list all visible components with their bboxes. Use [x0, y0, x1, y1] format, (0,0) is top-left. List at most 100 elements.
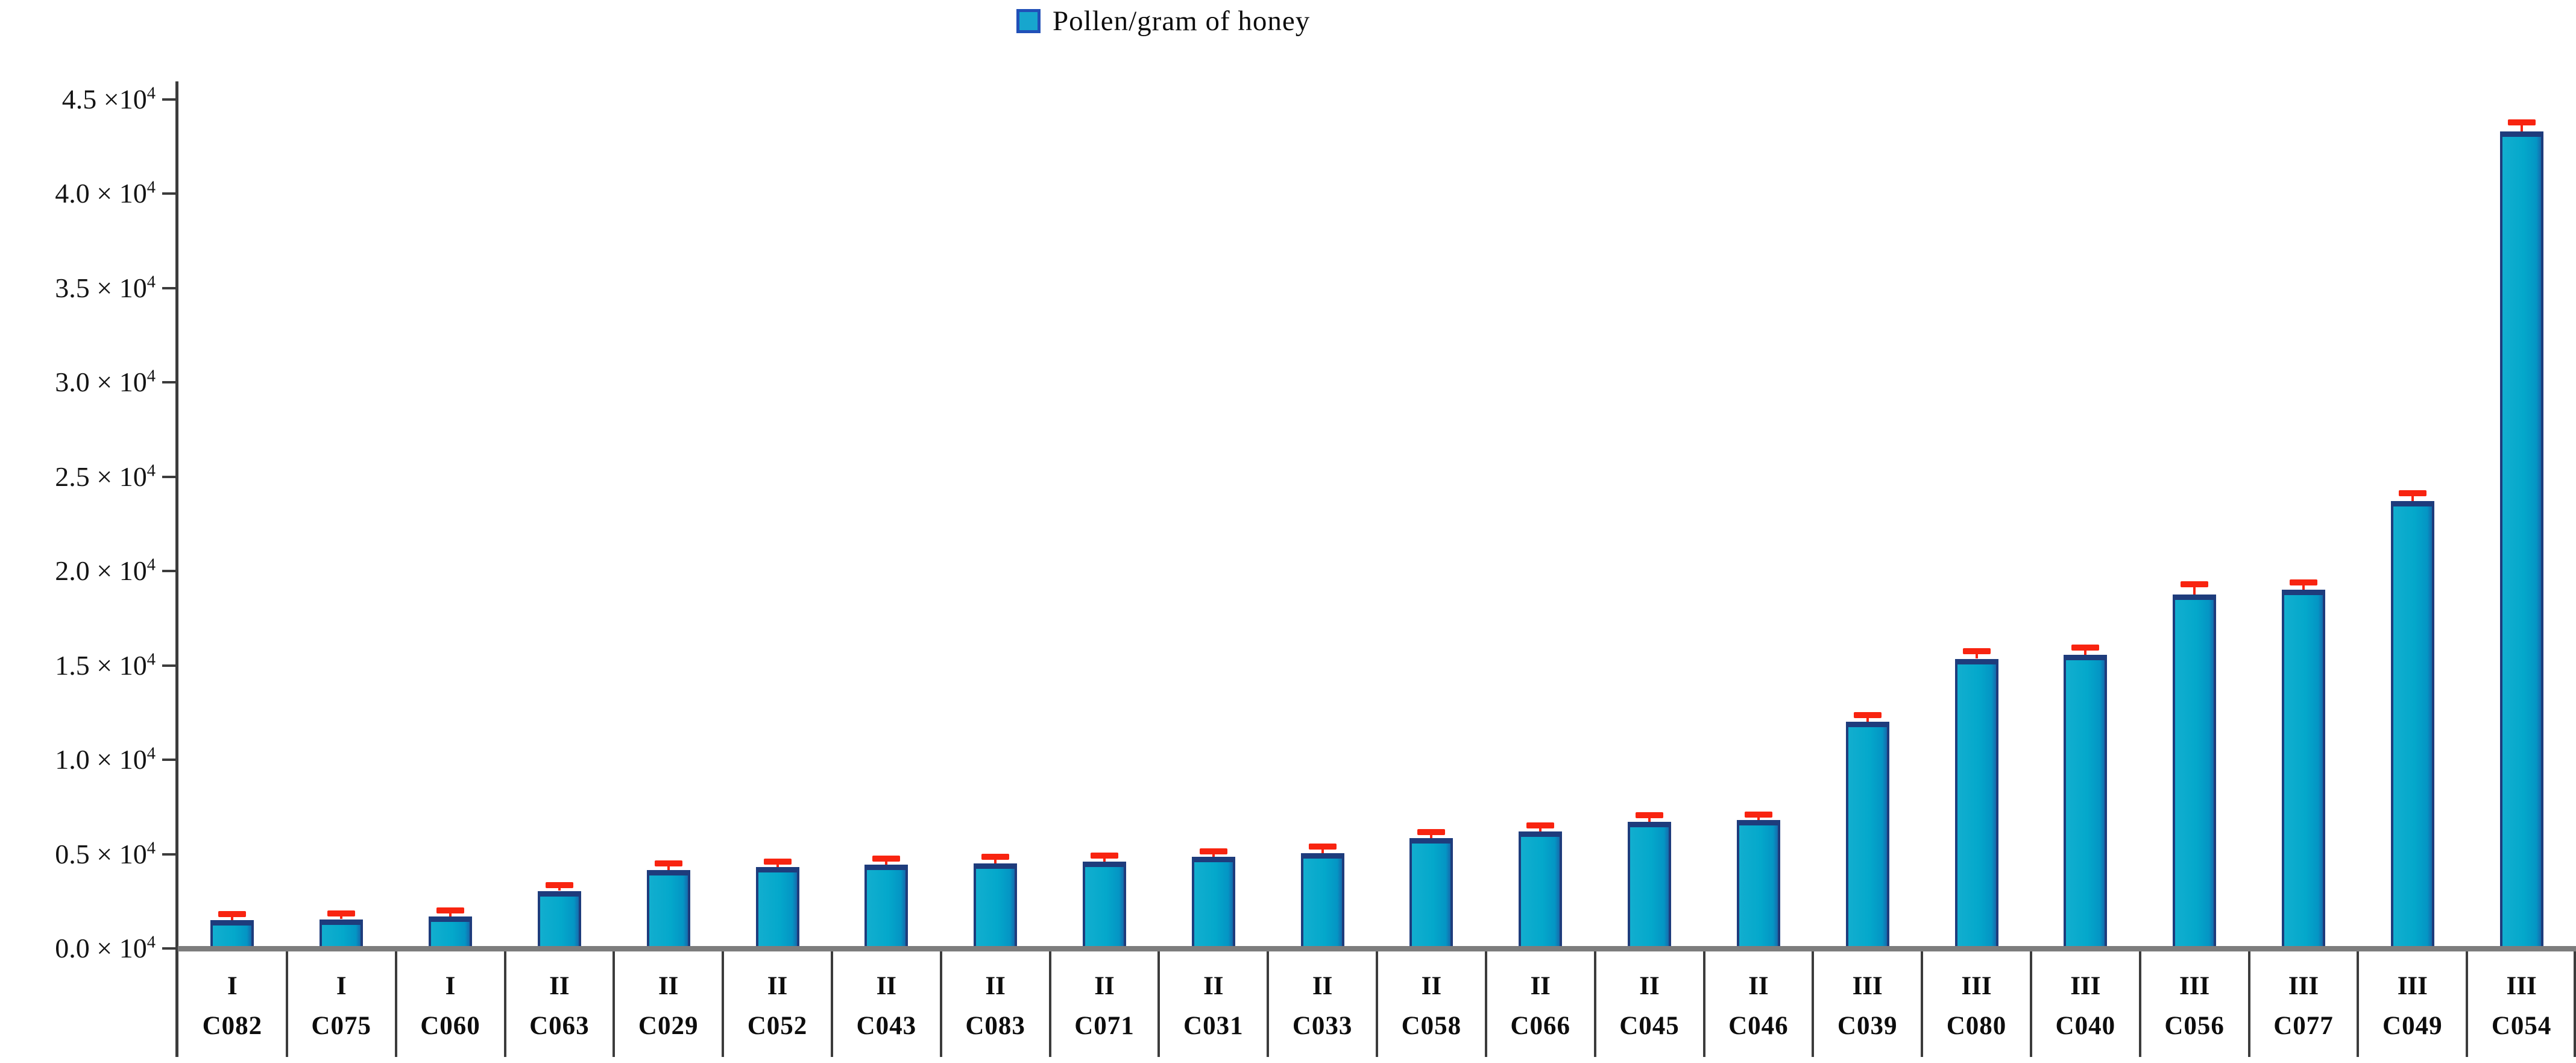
category-label-C052: C052 [747, 1012, 808, 1040]
bar-C046 [1736, 820, 1780, 948]
category-label-C060: C060 [420, 1012, 480, 1040]
category-label-C033: C033 [1292, 1012, 1353, 1040]
column-separator [503, 951, 506, 1057]
group-label-C060: I [445, 972, 456, 1000]
error-whisker [1648, 818, 1651, 822]
error-cap [872, 856, 901, 862]
chart-legend: Pollen/gram of honey [1016, 6, 1310, 36]
error-cap [2507, 119, 2536, 126]
y-tick-label: 2.5 × 104 [55, 461, 156, 492]
error-cap [654, 860, 682, 866]
group-label-C080: III [1961, 972, 1992, 1000]
group-label-C033: II [1312, 972, 1333, 1000]
y-axis-line [175, 81, 178, 1057]
group-label-C071: II [1094, 972, 1115, 1000]
error-whisker [558, 888, 561, 891]
group-label-C077: III [2288, 972, 2319, 1000]
error-whisker [776, 864, 779, 868]
error-whisker [340, 916, 343, 919]
error-whisker [885, 862, 888, 865]
error-whisker [1757, 817, 1760, 821]
error-cap [1417, 829, 1446, 836]
bar-C083 [974, 863, 1018, 948]
category-label-C043: C043 [856, 1012, 917, 1040]
error-cap [2181, 581, 2209, 587]
error-cap [981, 853, 1010, 860]
column-separator [1812, 951, 1815, 1057]
column-separator [1921, 951, 1924, 1057]
category-label-C066: C066 [1510, 1012, 1570, 1040]
y-tick-mark [162, 853, 178, 856]
y-tick-label: 1.5 × 104 [55, 649, 156, 681]
error-whisker [2302, 585, 2305, 590]
category-label-C031: C031 [1183, 1012, 1244, 1040]
y-tick-label: 2.0 × 104 [55, 555, 156, 586]
error-cap [1636, 812, 1663, 818]
group-label-C066: II [1530, 972, 1551, 1000]
category-label-C049: C049 [2382, 1012, 2443, 1040]
category-label-C039: C039 [1837, 1012, 1898, 1040]
y-tick-label: 1.0 × 104 [55, 744, 156, 775]
error-cap [1853, 712, 1882, 719]
y-tick-label: 4.5 ×104 [61, 83, 156, 115]
bar-C056 [2173, 595, 2217, 948]
category-label-C058: C058 [1401, 1012, 1462, 1040]
bar-C063 [537, 891, 581, 948]
column-separator [1048, 951, 1051, 1057]
group-label-C045: II [1639, 972, 1660, 1000]
error-cap [218, 911, 247, 918]
bar-C029 [646, 870, 690, 948]
y-tick-mark [162, 759, 178, 761]
y-tick-mark [162, 664, 178, 667]
y-tick-mark [162, 98, 178, 101]
group-label-C046: II [1748, 972, 1769, 1000]
bar-C071 [1083, 862, 1126, 948]
column-separator [285, 951, 288, 1057]
error-cap [1091, 853, 1118, 859]
column-separator [1157, 951, 1160, 1057]
category-label-C075: C075 [311, 1012, 371, 1040]
bar-C045 [1628, 822, 1671, 948]
group-label-C056: III [2179, 972, 2210, 1000]
bar-C054 [2499, 131, 2543, 948]
category-label-C045: C045 [1619, 1012, 1680, 1040]
error-cap [545, 882, 573, 888]
y-tick-label: 4.0 × 104 [55, 178, 156, 209]
error-whisker [2520, 125, 2523, 131]
column-separator [2138, 951, 2141, 1057]
y-tick-label: 3.5 × 104 [55, 272, 156, 303]
error-whisker [231, 917, 234, 921]
column-separator [2357, 951, 2360, 1057]
error-cap [1744, 811, 1772, 818]
column-separator [939, 951, 942, 1057]
y-tick-mark [162, 286, 178, 289]
bar-C080 [1954, 658, 1998, 948]
error-whisker [1103, 859, 1106, 862]
bar-C052 [755, 867, 799, 948]
error-whisker [1212, 854, 1215, 857]
bar-C066 [1519, 831, 1563, 948]
column-separator [1267, 951, 1270, 1057]
error-cap [1962, 648, 1991, 654]
y-tick-mark [162, 570, 178, 572]
category-label-C040: C040 [2055, 1012, 2116, 1040]
error-cap [1199, 848, 1227, 854]
category-label-C054: C054 [2491, 1012, 2552, 1040]
group-label-C058: II [1421, 972, 1442, 1000]
group-label-C040: III [2070, 972, 2101, 1000]
group-label-C054: III [2506, 972, 2537, 1000]
column-separator [1484, 951, 1487, 1057]
error-whisker [449, 913, 452, 916]
column-separator [613, 951, 616, 1057]
error-cap [763, 858, 792, 865]
column-separator [1702, 951, 1705, 1057]
group-label-C043: II [876, 972, 897, 1000]
error-whisker [2193, 587, 2196, 595]
error-whisker [2084, 650, 2087, 655]
y-tick-label: 3.0 × 104 [55, 367, 156, 397]
y-tick-label: 0.5 × 104 [55, 838, 156, 869]
y-tick-mark [162, 381, 178, 383]
bar-C040 [2064, 655, 2108, 948]
bar-C033 [1300, 853, 1344, 948]
